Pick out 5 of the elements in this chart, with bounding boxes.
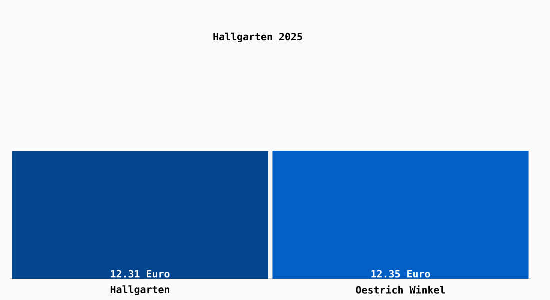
- chart-title: Hallgarten 2025: [214, 32, 302, 42]
- data-label: 12.35 Euro: [372, 270, 430, 278]
- x-tick-label: Oestrich Winkel: [356, 286, 446, 294]
- x-tick-label: Hallgarten: [110, 286, 170, 296]
- data-label: 12.31 Euro: [111, 270, 170, 278]
